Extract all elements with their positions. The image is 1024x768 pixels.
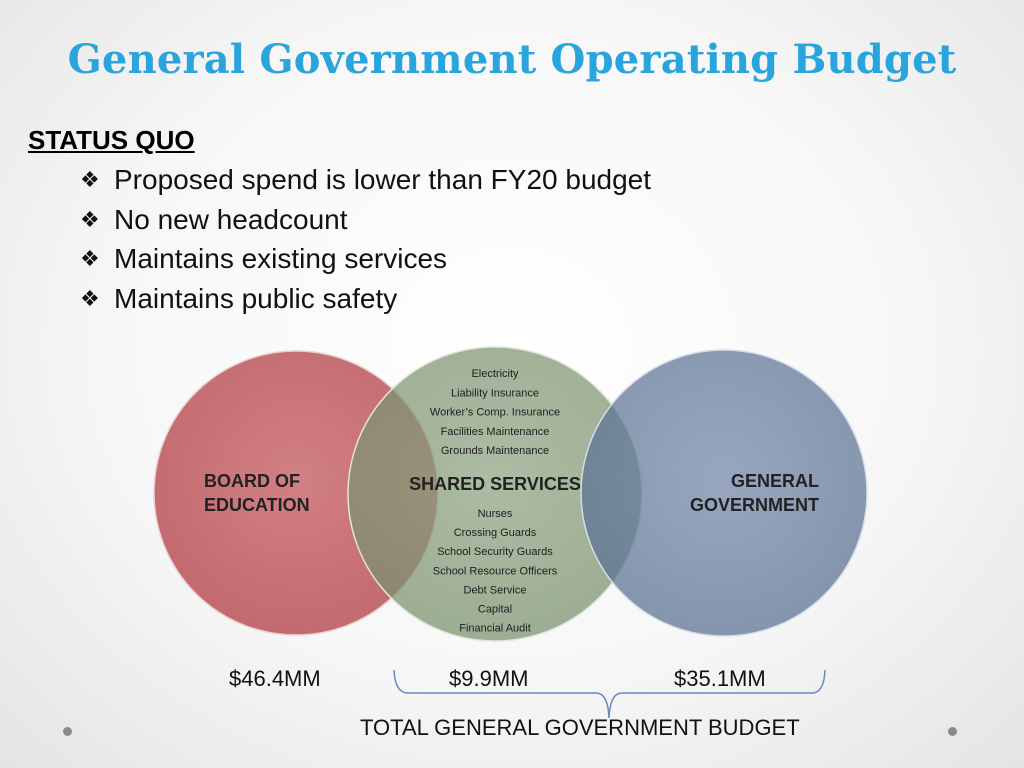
bullet-item: ❖ Maintains existing services [80, 239, 651, 279]
board-of-education-amount: $46.4MM [229, 666, 321, 691]
board-of-education-label-line2: EDUCATION [204, 495, 310, 515]
diamond-bullet-icon: ❖ [80, 286, 100, 312]
shared-service-item: Debt Service [464, 584, 527, 596]
bullet-item: ❖ Maintains public safety [80, 279, 651, 319]
general-government-amount: $35.1MM [674, 666, 766, 691]
shared-service-item: Worker’s Comp. Insurance [430, 407, 560, 419]
bullet-text: Maintains existing services [114, 243, 448, 274]
bullet-text: Maintains public safety [114, 282, 398, 314]
slide-title: General Government Operating Budget [67, 36, 957, 83]
general-government-label-line1: GENERAL [731, 471, 819, 491]
shared-service-item: Capital [478, 604, 512, 616]
shared-service-item: Nurses [478, 508, 513, 520]
shared-services-label: SHARED SERVICES [409, 474, 581, 494]
bullet-item: ❖ Proposed spend is lower than FY20 budge… [80, 160, 651, 200]
diamond-bullet-icon: ❖ [80, 168, 100, 193]
shared-services-amount: $9.9MM [449, 666, 529, 691]
shared-services-items-top: Electricity Liability Insurance Worker’s C… [430, 368, 560, 457]
diamond-bullet-icon: ❖ [80, 207, 100, 233]
bullet-text: No new headcount [114, 203, 348, 235]
shared-service-item: Facilities Maintenance [441, 426, 550, 438]
general-government-circle [580, 349, 868, 637]
shared-services-items-bottom: Nurses Crossing Guards School Security Gua… [433, 508, 558, 635]
shared-service-item: School Security Guards [437, 546, 553, 558]
total-budget-bracket [393, 669, 826, 719]
board-of-education-label-line1: BOARD OF [204, 471, 300, 491]
shared-service-item: Electricity [471, 368, 519, 380]
general-government-label-line2: GOVERNMENT [690, 495, 819, 515]
bullet-item: ❖ No new headcount [80, 200, 651, 240]
nav-dot-right [948, 727, 957, 736]
nav-dot-left [63, 727, 72, 736]
shared-service-item: School Resource Officers [433, 565, 558, 577]
shared-service-item: Financial Audit [459, 623, 531, 635]
diamond-bullet-icon: ❖ [80, 247, 100, 272]
bullet-list: ❖ Proposed spend is lower than FY20 budge… [80, 160, 651, 318]
status-heading: STATUS QUO [28, 125, 195, 155]
bullet-text: Proposed spend is lower than FY20 budget [114, 164, 652, 195]
shared-service-item: Grounds Maintenance [441, 445, 549, 457]
total-budget-label: TOTAL GENERAL GOVERNMENT BUDGET [360, 715, 800, 740]
shared-service-item: Crossing Guards [454, 527, 537, 539]
shared-service-item: Liability Insurance [451, 387, 539, 399]
